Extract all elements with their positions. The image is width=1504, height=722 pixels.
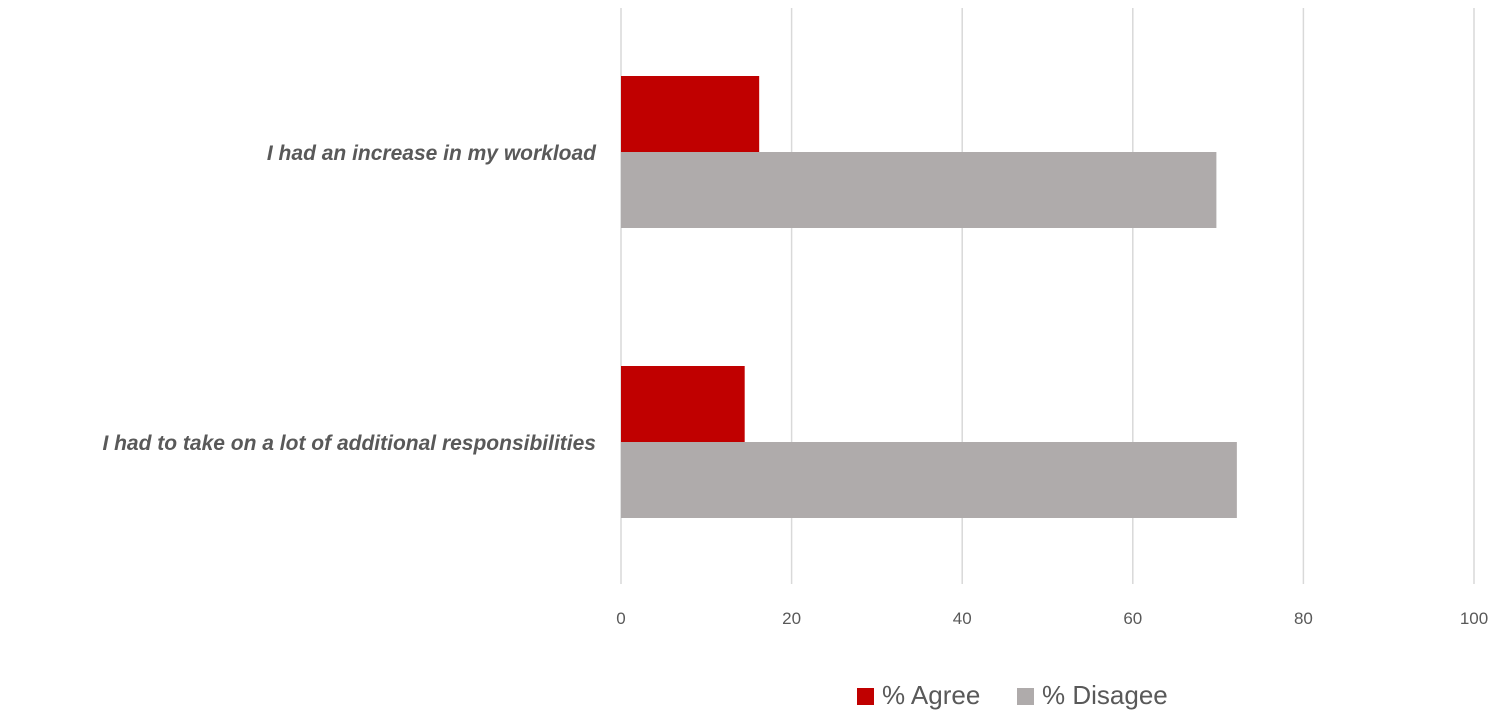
x-axis-tick-labels: 0 20 40 60 80 100 (616, 609, 1488, 628)
x-tick-label: 20 (782, 609, 801, 628)
legend-label-disagree: % Disagee (1042, 680, 1168, 710)
x-tick-label: 100 (1460, 609, 1488, 628)
x-tick-label: 80 (1294, 609, 1313, 628)
bar-disagree (621, 442, 1237, 518)
legend-swatch-agree (857, 688, 874, 705)
x-tick-label: 60 (1123, 609, 1142, 628)
x-tick-label: 0 (616, 609, 625, 628)
bar-disagree (621, 152, 1217, 228)
bars (621, 76, 1237, 518)
category-labels: I had an increase in my workload I had to… (102, 142, 597, 455)
category-label: I had to take on a lot of additional res… (102, 432, 596, 455)
legend: % Agree % Disagee (857, 680, 1168, 710)
bar-agree (621, 366, 745, 442)
category-label: I had an increase in my workload (267, 142, 597, 165)
legend-swatch-disagree (1017, 688, 1034, 705)
legend-label-agree: % Agree (882, 680, 980, 710)
x-tick-label: 40 (953, 609, 972, 628)
bar-agree (621, 76, 760, 152)
